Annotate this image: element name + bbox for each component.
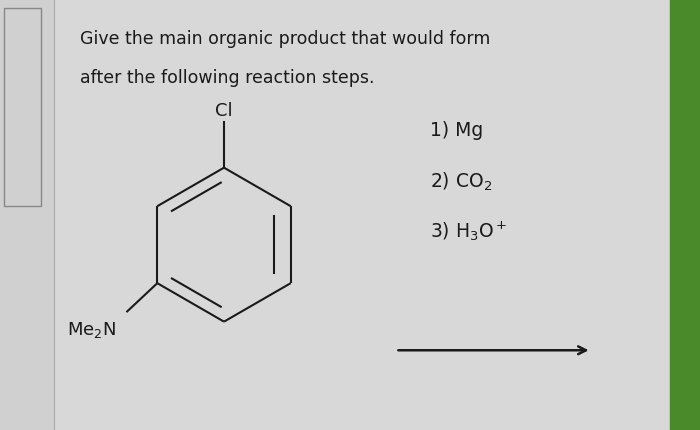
Bar <box>670 0 700 430</box>
Text: 1) Mg: 1) Mg <box>430 120 484 139</box>
Text: after the following reaction steps.: after the following reaction steps. <box>80 69 375 87</box>
Bar <box>0 0 54 430</box>
Text: Cl: Cl <box>215 102 233 120</box>
Text: Give the main organic product that would form: Give the main organic product that would… <box>80 30 491 48</box>
FancyBboxPatch shape <box>4 9 41 206</box>
Text: 2) CO$_2$: 2) CO$_2$ <box>430 170 493 192</box>
Text: 3) H$_3$O$^+$: 3) H$_3$O$^+$ <box>430 219 508 243</box>
Text: Me$_2$N: Me$_2$N <box>67 319 116 339</box>
